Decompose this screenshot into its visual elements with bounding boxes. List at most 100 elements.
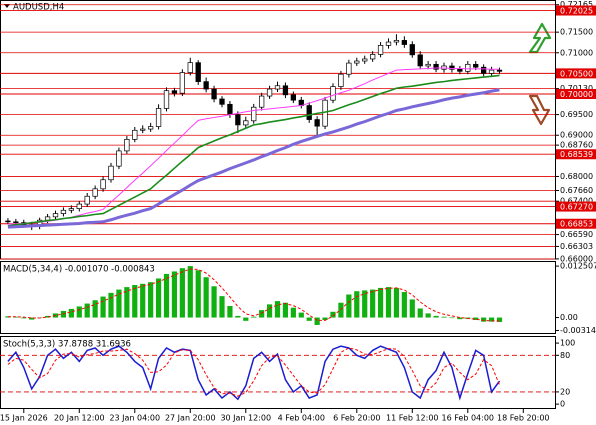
x-tick-label: 15 Jan 2026	[0, 414, 48, 423]
y-tick-label: 0.68760	[560, 141, 593, 150]
macd-bar	[330, 311, 336, 318]
macd-bar	[116, 289, 122, 318]
candle-body	[140, 128, 146, 131]
macd-bar	[21, 317, 27, 319]
signal-line	[7, 268, 500, 322]
macd-bar	[425, 313, 431, 318]
candle-body	[258, 95, 265, 108]
macd-bar	[338, 302, 344, 318]
candle-body	[179, 72, 186, 94]
candle-body	[84, 195, 90, 205]
level-label-box	[556, 149, 596, 160]
x-tick-label: 6 Feb 20:00	[333, 414, 380, 423]
candle-body	[457, 68, 463, 72]
y-tick-label: 0.71500	[560, 28, 593, 37]
candle-body	[195, 62, 201, 82]
y-tick-label: 0.70130	[560, 84, 593, 93]
x-tick-label: 4 Feb 04:00	[278, 414, 325, 423]
candle-body	[124, 139, 130, 152]
candle-body	[401, 40, 408, 45]
macd-bar	[449, 317, 455, 319]
candle-body	[362, 58, 368, 62]
candle-body	[92, 188, 98, 197]
x-tick-label: 18 Feb 20:00	[497, 414, 549, 423]
macd-bar	[124, 287, 130, 318]
candle-body	[163, 90, 170, 109]
y-tick-label: -0.003141	[560, 326, 596, 335]
candle-body	[354, 60, 360, 64]
candle-body	[433, 63, 439, 70]
macd-bar	[44, 315, 51, 318]
candle-body	[346, 62, 352, 75]
panel-title: Stoch(5,3,3) 37.8788 31.6936	[3, 340, 131, 350]
signal-arrows	[528, 22, 552, 126]
macd-bar	[322, 317, 328, 321]
down-arrow	[528, 94, 551, 126]
y-tick-label: 0	[560, 400, 565, 409]
macd-bar	[385, 287, 392, 318]
level-label-box	[556, 89, 596, 100]
macd-bar	[163, 273, 170, 318]
macd-bar	[108, 292, 114, 318]
macd-bar	[266, 304, 273, 318]
level-label: 0.70500	[560, 69, 593, 78]
moving-average	[7, 74, 500, 227]
candle-body	[338, 73, 344, 87]
candle-body	[290, 94, 297, 101]
stoch-panel	[0, 336, 556, 409]
y-tick-label: 0.69000	[560, 131, 593, 140]
macd-bar	[441, 316, 447, 318]
x-tick-label: 27 Jan 20:00	[165, 414, 216, 423]
macd-bar	[5, 316, 11, 318]
candle-body	[488, 69, 495, 74]
macd-bar	[219, 296, 225, 318]
candle-body	[68, 208, 75, 211]
candle-body	[5, 220, 11, 223]
y-tick-label: 0.66590	[560, 230, 593, 239]
level-label: 0.68539	[560, 150, 593, 159]
moving-average	[7, 67, 500, 225]
macd-bar	[171, 271, 178, 318]
macd-bar	[195, 270, 201, 318]
up-arrow	[528, 22, 552, 54]
x-tick-label: 20 Jan 12:00	[54, 414, 105, 423]
candle-body	[314, 119, 320, 127]
level-label-box	[556, 68, 596, 79]
y-tick-label: 80	[560, 351, 570, 360]
macd-bar	[251, 316, 257, 318]
macd-bar	[417, 308, 423, 318]
candle-body	[108, 165, 114, 181]
macd-bar	[377, 287, 384, 318]
macd-bar	[401, 292, 407, 318]
macd-bar	[68, 308, 74, 318]
stoch-line	[7, 347, 500, 397]
macd-bar	[274, 301, 281, 318]
x-tick-label: 11 Feb 12:00	[386, 414, 438, 423]
candle-body	[76, 203, 82, 209]
x-tick-label: 30 Jan 12:00	[220, 414, 271, 423]
candle-body	[171, 90, 178, 94]
candle-body	[330, 86, 336, 101]
candle-body	[266, 88, 273, 97]
macd-bar	[473, 317, 479, 321]
macd-bar	[76, 306, 82, 318]
level-label: 0.67270	[560, 203, 593, 212]
y-tick-label: 0.66303	[560, 242, 593, 251]
macd-bar	[298, 312, 304, 318]
macd-bar	[203, 277, 209, 318]
macd-bar	[362, 290, 368, 318]
macd-bar	[235, 315, 241, 318]
level-label-box	[556, 5, 596, 16]
candle-body	[203, 81, 209, 90]
candle-body	[187, 62, 193, 73]
panel-title: MACD(5,34,4) -0.001070 -0.000843	[3, 265, 155, 275]
macd-bar	[179, 268, 185, 318]
y-tick-label: 0.71000	[560, 48, 593, 57]
macd-bar	[29, 317, 35, 320]
macd-bar	[290, 307, 296, 318]
candle-body	[473, 63, 479, 68]
macd-bar	[100, 296, 106, 318]
y-tick-label: 0.00	[560, 313, 578, 322]
y-tick-label: 0.012507	[560, 262, 596, 271]
